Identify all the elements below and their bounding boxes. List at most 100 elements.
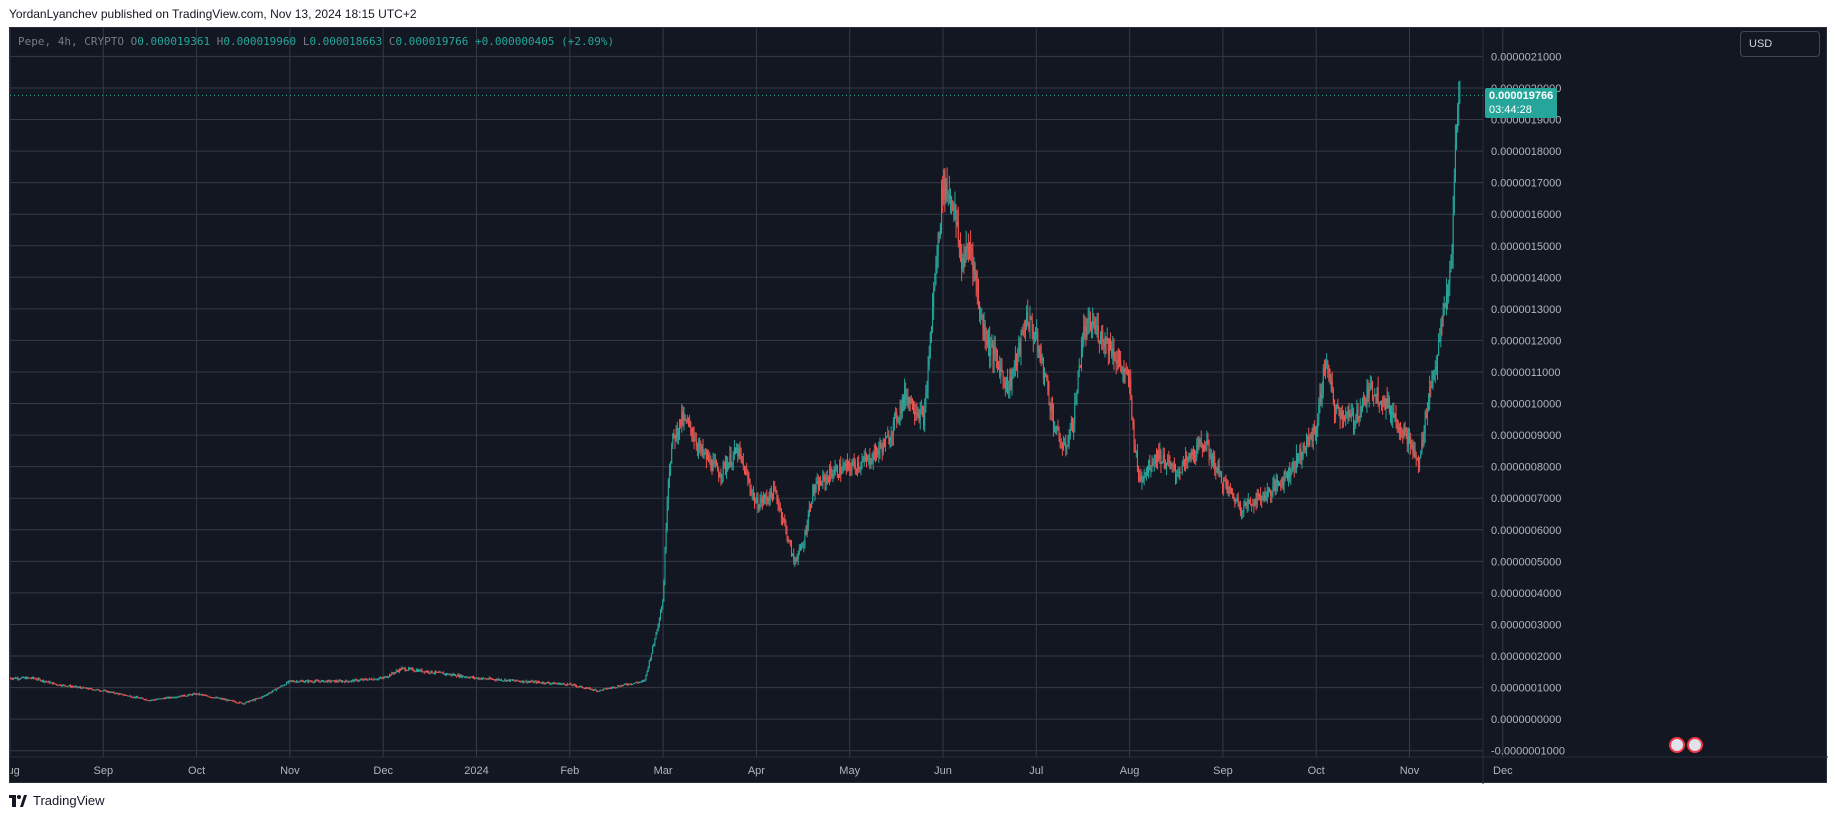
candle-body [141,697,143,699]
candle-body [869,455,871,465]
candle-body [105,690,107,692]
candle-body [104,690,106,692]
candle-body [279,686,281,688]
candle-body [838,475,840,477]
candle-body [1360,407,1362,410]
candle-body [803,544,805,547]
candle-body [841,471,843,474]
candle-body [389,674,391,677]
candle-body [170,697,172,699]
candle-body [327,680,329,683]
economic-events[interactable] [1669,737,1703,753]
candle-body [823,475,825,477]
candle-body [1292,461,1294,466]
candle-body [12,678,14,680]
candle-body [1222,483,1224,488]
candle-body [1448,284,1450,297]
candle-body [694,440,696,442]
candle-body [67,686,69,688]
candle-body [1375,394,1377,400]
candle-body [1057,425,1059,430]
candle-body [64,684,66,686]
candle-body [1276,480,1278,484]
candle-body [1223,480,1225,488]
candle-body [129,695,131,697]
candle-body [784,518,786,524]
candle-body [1067,444,1069,447]
candle-body [1415,458,1417,460]
candle-body [1111,349,1113,356]
candle-body [958,241,960,246]
time-tick-label: Oct [188,765,205,777]
candle-body [86,687,88,689]
candle-body [251,700,253,702]
candle-body [1161,462,1163,464]
candle-body [355,679,357,681]
candle-body [936,255,938,262]
candle-body [506,679,508,682]
candle-body [415,669,417,672]
candle-body [864,456,866,459]
candle-body [217,697,219,699]
price-chart[interactable]: 0.00000210000.00000200000.00000190000.00… [10,28,1828,784]
candle-body [392,672,394,674]
candle-body [536,681,538,683]
candle-body [738,447,740,457]
candle-body [1093,321,1095,326]
candle-body [954,206,956,208]
candle-body [356,679,358,682]
chart-frame[interactable]: 0.00000210000.00000200000.00000190000.00… [9,27,1828,784]
candle-body [857,463,859,471]
candle-body [1045,373,1047,376]
candle-body [938,233,940,237]
candle-body [1051,404,1053,413]
candle-body [309,680,311,682]
candle-body [475,678,477,680]
candle-body [1459,101,1461,103]
candle-body [1313,426,1315,432]
candle-body [822,475,824,485]
candle-body [1443,303,1445,315]
candle-body [979,305,981,318]
candle-body [88,688,90,690]
candle-body [448,674,450,676]
candle-body [195,693,197,695]
candle-body [996,355,998,363]
candle-body [1126,372,1128,374]
candle-body [87,688,89,690]
candle-body [565,684,567,686]
candle-body [1394,413,1396,418]
candle-body [971,248,973,254]
currency-selector[interactable]: USD [1740,31,1820,57]
candle-body [1303,444,1305,449]
candle-body [1424,412,1426,434]
candle-body [74,686,76,688]
candle-body [713,461,715,463]
candle-body [1172,465,1174,467]
candle-body [1144,473,1146,475]
candle-body [1397,426,1399,430]
candle-body [383,677,385,679]
candle-body [867,457,869,461]
candle-body [787,538,789,541]
candle-body [101,690,103,692]
candle-body [1254,499,1256,507]
candle-body [338,680,340,682]
candle-body [1092,321,1094,328]
candle-body [1151,464,1153,469]
us-event-icon[interactable] [1687,737,1703,753]
candle-body [140,697,142,699]
candle-body [893,415,895,421]
candle-body [605,688,607,690]
candle-body [1284,472,1286,475]
candle-body [335,680,337,683]
candle-body [543,682,545,684]
price-tick-label: 0.0000014000 [1491,272,1561,284]
candle-body [956,221,958,225]
candle-body [1169,461,1171,465]
tradingview-branding[interactable]: TradingView [9,793,105,808]
candle-body [305,680,307,682]
candle-body [1017,351,1019,366]
us-event-icon[interactable] [1669,737,1685,753]
candle-body [272,690,274,692]
